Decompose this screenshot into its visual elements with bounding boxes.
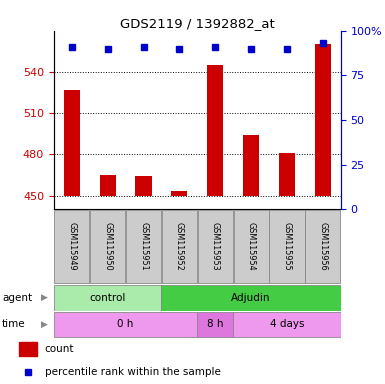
Title: GDS2119 / 1392882_at: GDS2119 / 1392882_at	[120, 17, 275, 30]
Text: percentile rank within the sample: percentile rank within the sample	[45, 367, 221, 377]
Bar	[161, 285, 341, 311]
Text: GSM115950: GSM115950	[103, 222, 112, 271]
Bar	[279, 153, 295, 195]
Text: GSM115951: GSM115951	[139, 222, 148, 271]
Text: count: count	[45, 344, 74, 354]
Bar	[90, 210, 125, 283]
Bar	[233, 311, 341, 338]
Bar	[234, 210, 269, 283]
Bar	[171, 192, 187, 195]
Bar	[243, 135, 259, 195]
Text: GSM115956: GSM115956	[318, 222, 327, 271]
Bar	[100, 175, 116, 195]
Bar	[19, 343, 37, 356]
Bar	[54, 285, 161, 311]
Bar	[315, 45, 331, 195]
Bar	[162, 210, 197, 283]
Text: 8 h: 8 h	[207, 319, 223, 329]
Text: 4 days: 4 days	[270, 319, 304, 329]
Text: Adjudin: Adjudin	[231, 293, 271, 303]
Text: agent: agent	[2, 293, 32, 303]
Text: time: time	[2, 319, 25, 329]
Text: control: control	[89, 293, 126, 303]
Bar	[136, 176, 152, 195]
Bar	[54, 210, 89, 283]
Bar	[198, 210, 233, 283]
Bar	[198, 311, 233, 338]
Text: GSM115954: GSM115954	[246, 222, 256, 271]
Text: GSM115955: GSM115955	[283, 222, 291, 271]
Bar	[64, 90, 80, 195]
Text: ▶: ▶	[41, 293, 48, 302]
Text: ▶: ▶	[41, 320, 48, 329]
Bar	[207, 65, 223, 195]
Bar	[126, 210, 161, 283]
Text: GSM115949: GSM115949	[67, 222, 76, 271]
Text: GSM115953: GSM115953	[211, 222, 220, 271]
Bar	[54, 311, 198, 338]
Bar	[270, 210, 305, 283]
Text: 0 h: 0 h	[117, 319, 134, 329]
Bar	[305, 210, 340, 283]
Text: GSM115952: GSM115952	[175, 222, 184, 271]
